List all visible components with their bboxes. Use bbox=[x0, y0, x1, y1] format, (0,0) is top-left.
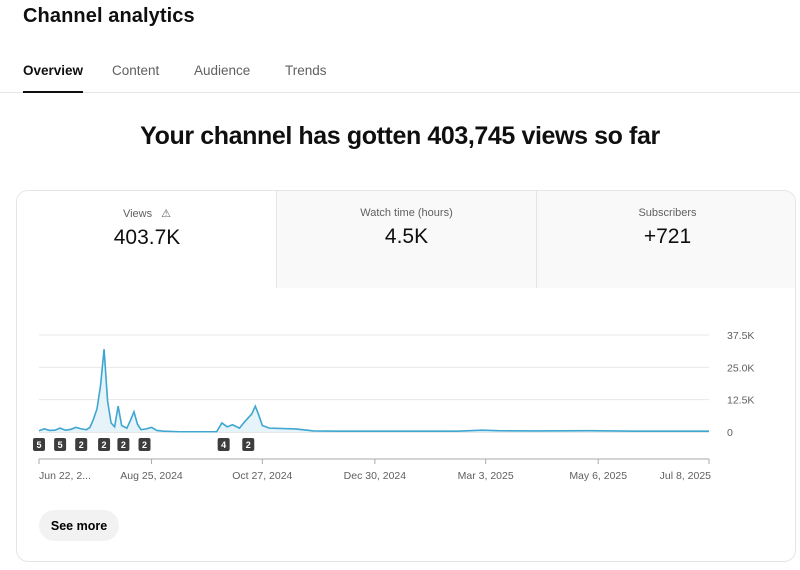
metric-label: Subscribers bbox=[638, 207, 697, 219]
annotation-marker-label: 2 bbox=[102, 440, 107, 450]
metric-value: 4.5K bbox=[384, 225, 429, 248]
annotation-marker-label: 4 bbox=[221, 440, 226, 450]
tab-overview[interactable]: Overview bbox=[23, 63, 84, 93]
series-area bbox=[39, 349, 709, 432]
annotation-marker bbox=[117, 438, 130, 451]
y-tick-label: 0 bbox=[727, 427, 733, 439]
annotation-marker bbox=[98, 438, 111, 451]
tab-bar: Overview Content Audience Trends bbox=[0, 58, 800, 93]
annotation-marker bbox=[138, 438, 151, 451]
metric-watch-time[interactable]: Watch time (hours) 4.5K bbox=[276, 191, 536, 288]
x-tick-label: May 6, 2025 bbox=[569, 470, 627, 482]
warning-icon[interactable]: ⚠ bbox=[161, 208, 172, 220]
metric-value: 403.7K bbox=[113, 226, 181, 249]
metric-views[interactable]: Views ⚠ 403.7K bbox=[17, 191, 277, 288]
metric-subscribers[interactable]: Subscribers +721 bbox=[536, 191, 795, 288]
annotation-marker bbox=[75, 438, 88, 451]
x-tick-label: Dec 30, 2024 bbox=[344, 470, 407, 482]
annotation-marker bbox=[33, 438, 45, 451]
tab-content[interactable]: Content bbox=[112, 63, 160, 78]
x-tick-label: Jun 22, 2... bbox=[39, 470, 91, 482]
annotation-marker-label: 2 bbox=[142, 440, 147, 450]
annotation-marker bbox=[217, 438, 230, 451]
annotation-marker-label: 2 bbox=[246, 440, 251, 450]
annotation-marker-label: 2 bbox=[79, 440, 84, 450]
x-tick-label: Oct 27, 2024 bbox=[232, 470, 292, 482]
y-tick-label: 37.5K bbox=[727, 330, 754, 342]
x-tick-label: Mar 3, 2025 bbox=[458, 470, 514, 482]
annotation-marker-label: 2 bbox=[121, 440, 126, 450]
metric-label: Watch time (hours) bbox=[360, 207, 453, 219]
annotation-marker-label: 5 bbox=[58, 440, 63, 450]
views-headline: Your channel has gotten 403,745 views so… bbox=[140, 122, 660, 150]
x-tick-label: Aug 25, 2024 bbox=[120, 470, 183, 482]
tab-trends[interactable]: Trends bbox=[285, 63, 327, 78]
annotation-marker-label: 5 bbox=[36, 440, 41, 450]
tab-audience[interactable]: Audience bbox=[194, 63, 251, 78]
y-tick-label: 12.5K bbox=[727, 395, 754, 407]
x-tick-label: Jul 8, 2025 bbox=[660, 470, 712, 482]
y-tick-label: 25.0K bbox=[727, 362, 754, 374]
metric-value: +721 bbox=[643, 225, 692, 248]
page-title: Channel analytics bbox=[23, 5, 195, 27]
views-chart: 37.5K 25.0K 12.5K 0 5 5 2 2 2 2 4 2 Jun 22, 2... Aug … bbox=[33, 330, 754, 482]
see-more-button[interactable]: See more bbox=[39, 510, 119, 541]
metric-label: Views bbox=[122, 208, 153, 220]
annotation-marker bbox=[242, 438, 255, 451]
overview-card: Views ⚠ 403.7K Watch time (hours) 4.5K S… bbox=[16, 190, 796, 562]
series-line bbox=[38, 349, 709, 433]
annotation-marker bbox=[54, 438, 67, 451]
